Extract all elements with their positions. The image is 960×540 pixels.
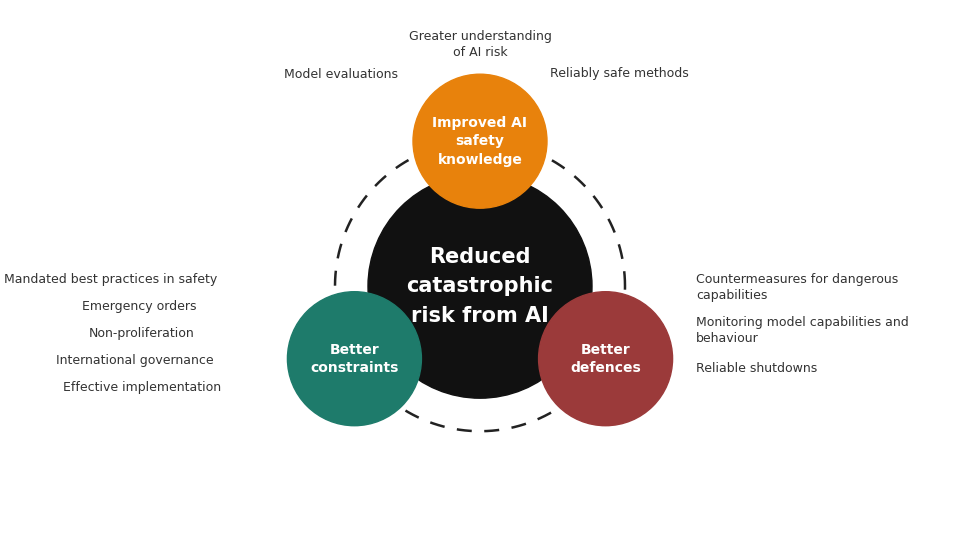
Text: Mandated best practices in safety: Mandated best practices in safety xyxy=(4,273,217,286)
Text: Monitoring model capabilities and
behaviour: Monitoring model capabilities and behavi… xyxy=(696,316,909,346)
Text: Non-proliferation: Non-proliferation xyxy=(89,327,195,340)
Circle shape xyxy=(413,74,547,208)
Text: Better
defences: Better defences xyxy=(570,342,641,375)
Text: Reliably safe methods: Reliably safe methods xyxy=(550,68,688,80)
Text: Greater understanding
of AI risk: Greater understanding of AI risk xyxy=(409,30,551,59)
Circle shape xyxy=(368,174,592,398)
Text: Reliable shutdowns: Reliable shutdowns xyxy=(696,362,817,375)
Text: International governance: International governance xyxy=(56,354,213,367)
Text: Improved AI
safety
knowledge: Improved AI safety knowledge xyxy=(433,116,527,167)
Text: Better
constraints: Better constraints xyxy=(310,342,398,375)
Circle shape xyxy=(539,292,673,426)
Circle shape xyxy=(287,292,421,426)
Text: Model evaluations: Model evaluations xyxy=(284,68,397,80)
Text: Effective implementation: Effective implementation xyxy=(63,381,221,394)
Text: Reduced
catastrophic
risk from AI: Reduced catastrophic risk from AI xyxy=(406,247,554,326)
Text: Emergency orders: Emergency orders xyxy=(82,300,197,313)
Text: Countermeasures for dangerous
capabilities: Countermeasures for dangerous capabiliti… xyxy=(696,273,899,302)
